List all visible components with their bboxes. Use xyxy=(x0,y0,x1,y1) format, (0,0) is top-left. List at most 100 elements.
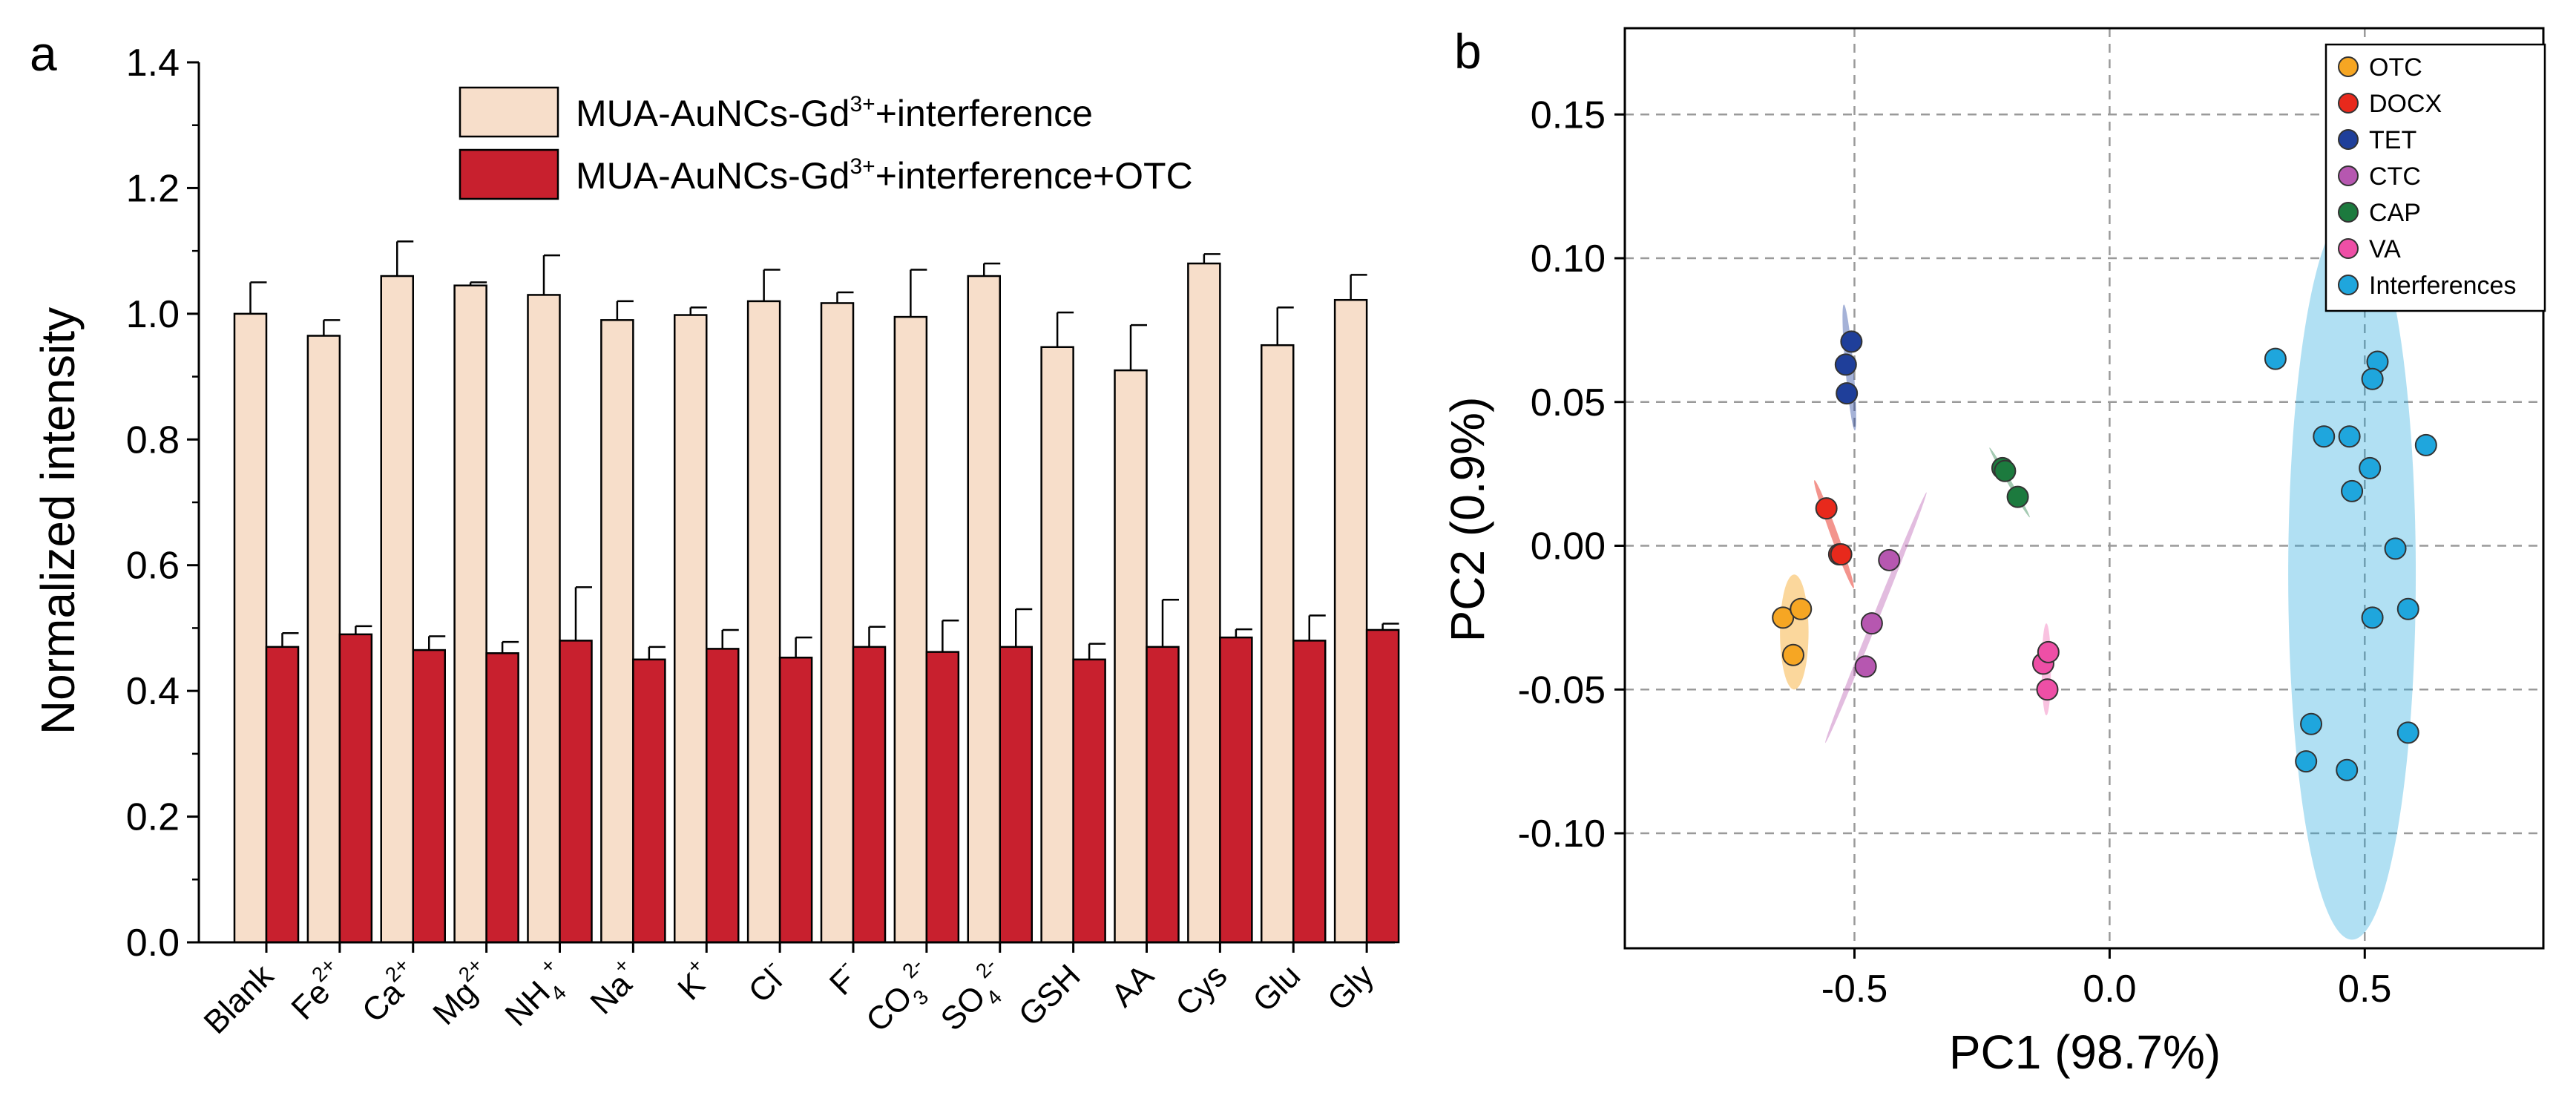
scatter-legend-label-ctc: CTC xyxy=(2369,162,2421,191)
point-cap-2 xyxy=(2006,485,2029,508)
scatter-legend-label-interferences: Interferences xyxy=(2369,272,2516,300)
point-interferences-14 xyxy=(2336,758,2359,781)
x-tick-label-15: Gly xyxy=(1321,957,1381,1017)
y-tick-label-6: 1.2 xyxy=(126,167,180,210)
scatter-points xyxy=(1772,330,2437,781)
point-interferences-12 xyxy=(2396,721,2419,744)
point-interferences-7 xyxy=(2341,479,2364,502)
point-interferences-4 xyxy=(2338,425,2361,448)
bar-chart-legend: MUA-AuNCs-Gd3++interference MUA-AuNCs-Gd3… xyxy=(459,86,1193,200)
scatter-frame xyxy=(1623,27,2545,950)
point-va-1 xyxy=(2037,640,2060,663)
bar-0-5 xyxy=(600,319,634,944)
x-tick-label-1: Fe2+ xyxy=(280,953,354,1027)
point-tet-2 xyxy=(1836,382,1859,405)
scatter-legend-marker-docx xyxy=(2338,93,2359,114)
x-tick-label-13: Cys xyxy=(1169,957,1234,1022)
point-interferences-11 xyxy=(2300,712,2323,735)
point-otc-2 xyxy=(1781,643,1804,666)
scatter-legend-box xyxy=(2324,43,2546,312)
scatter-ellipses xyxy=(1780,209,2416,940)
bar-1-12 xyxy=(1146,646,1180,944)
legend-swatch-0 xyxy=(459,86,559,138)
x-tick-label-2: Ca2+ xyxy=(351,953,427,1030)
point-ctc-2 xyxy=(1854,655,1877,678)
bar-0-6 xyxy=(674,314,708,944)
bar-1-6 xyxy=(706,648,740,944)
point-interferences-5 xyxy=(2414,433,2437,456)
scatter-y-tick-label-4: 0.10 xyxy=(1531,237,1606,280)
scatter-y-tick-label-1: -0.05 xyxy=(1517,669,1606,712)
bar-0-11 xyxy=(1040,346,1074,944)
bar-0-13 xyxy=(1187,262,1221,944)
y-tick-label-5: 1.0 xyxy=(126,293,180,336)
scatter-legend-marker-ctc xyxy=(2338,165,2359,186)
bar-0-10 xyxy=(967,275,1001,944)
bar-1-5 xyxy=(632,658,666,944)
scatter-legend-marker-interferences xyxy=(2338,275,2359,295)
point-interferences-2 xyxy=(2361,367,2384,390)
panel-label-b: b xyxy=(1454,24,1482,79)
y-tick-label-3: 0.6 xyxy=(126,545,180,588)
bar-0-2 xyxy=(380,275,414,944)
y-tick-label-2: 0.4 xyxy=(126,670,180,713)
y-tick-label-0: 0.0 xyxy=(126,922,180,965)
x-tick-label-14: Glu xyxy=(1246,957,1307,1019)
y-tick-label-1: 0.2 xyxy=(126,796,180,839)
point-otc-0 xyxy=(1772,606,1795,629)
bar-0-3 xyxy=(453,284,487,944)
scatter-y-tick-label-2: 0.00 xyxy=(1531,525,1606,568)
point-tet-0 xyxy=(1834,353,1857,376)
point-ctc-1 xyxy=(1860,612,1883,635)
x-tick-label-12: AA xyxy=(1104,957,1161,1014)
scatter-legend-marker-cap xyxy=(2338,202,2359,223)
bar-0-7 xyxy=(746,300,781,944)
point-ctc-0 xyxy=(1878,548,1901,571)
ellipse-cap xyxy=(1989,447,2030,518)
scatter-x-tick-label-2: 0.5 xyxy=(2338,968,2391,1011)
legend-label-1: MUA-AuNCs-Gd3++interference+OTC xyxy=(576,154,1193,197)
scatter-y-tick-label-0: -0.10 xyxy=(1517,812,1606,856)
scatter-y-axis-label: PC2 (0.9%) xyxy=(1441,397,1494,643)
bar-0-4 xyxy=(527,294,561,944)
point-interferences-8 xyxy=(2384,537,2407,560)
point-docx-2 xyxy=(1830,543,1853,566)
bar-chart-bars xyxy=(233,240,1400,944)
bar-1-15 xyxy=(1365,628,1400,944)
bar-1-2 xyxy=(412,649,446,944)
scatter-y-tick-label-3: 0.05 xyxy=(1531,381,1606,424)
x-tick-label-3: Mg2+ xyxy=(422,953,501,1032)
scatter-y-tick-label-5: 0.15 xyxy=(1531,93,1606,137)
bar-chart-panel: a Normalized intensity Blank Fe2+Ca2+Mg2+… xyxy=(30,26,1400,1045)
bar-1-4 xyxy=(559,640,593,944)
bar-0-1 xyxy=(306,335,341,944)
panel-label-a: a xyxy=(30,26,57,81)
ellipse-interferences xyxy=(2288,209,2416,940)
bar-1-14 xyxy=(1292,640,1327,944)
scatter-legend-marker-va xyxy=(2338,238,2359,259)
bar-1-11 xyxy=(1072,658,1106,944)
point-otc-1 xyxy=(1790,597,1813,620)
legend-swatch-1 xyxy=(459,148,559,200)
scatter-legend-label-cap: CAP xyxy=(2369,199,2421,227)
bar-chart-y-axis-label: Normalized intensity xyxy=(31,307,85,735)
scatter-chart-panel: b PC1 (98.7%) PC2 (0.9%) -0.10 -0.05 0.00 0… xyxy=(1441,24,2546,1079)
point-interferences-13 xyxy=(2295,750,2318,773)
x-tick-label-9: CO32- xyxy=(855,953,946,1045)
bar-0-12 xyxy=(1114,369,1148,944)
x-tick-label-4: NH4+ xyxy=(494,953,579,1039)
scatter-legend-marker-tet xyxy=(2338,129,2359,150)
x-tick-label-11: GSH xyxy=(1012,957,1088,1033)
bar-1-7 xyxy=(778,656,813,944)
bar-1-9 xyxy=(925,651,960,944)
x-tick-label-6: K+ xyxy=(667,953,721,1008)
point-interferences-10 xyxy=(2361,606,2384,629)
bar-1-10 xyxy=(999,646,1033,944)
ellipse-docx xyxy=(1814,480,1854,588)
point-interferences-9 xyxy=(2396,597,2419,620)
bar-0-8 xyxy=(820,302,855,944)
bar-1-0 xyxy=(265,646,300,944)
point-interferences-6 xyxy=(2359,456,2382,479)
x-tick-label-10: SO42- xyxy=(930,953,1019,1043)
